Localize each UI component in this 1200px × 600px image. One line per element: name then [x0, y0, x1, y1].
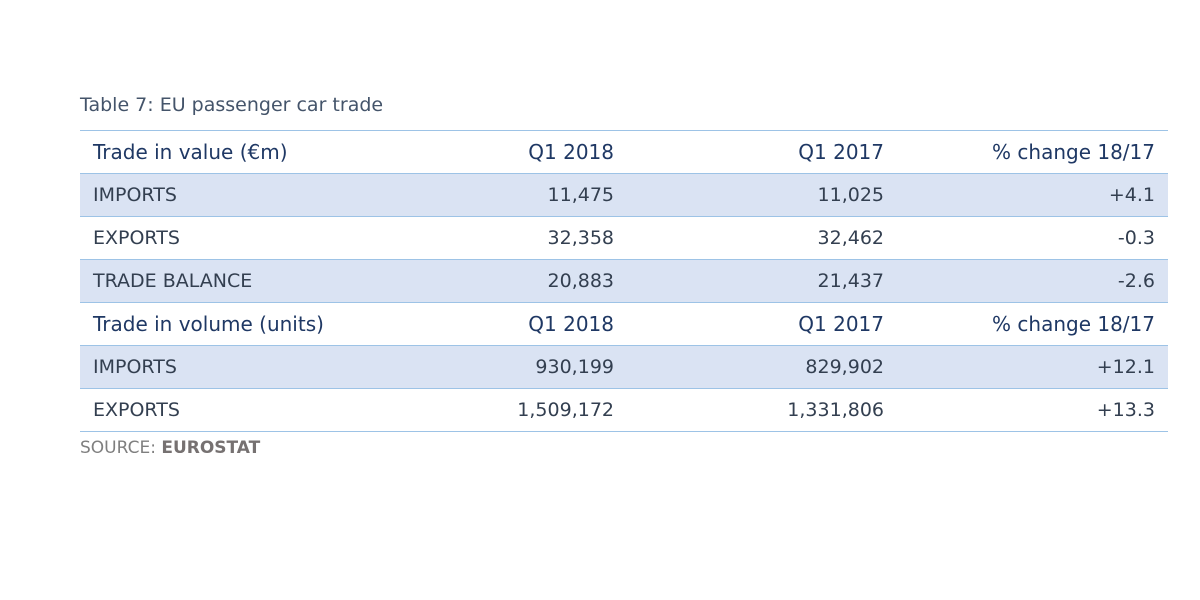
table-cell: -0.3 [1117, 227, 1155, 249]
source-name: EUROSTAT [161, 438, 261, 458]
header-cell: Trade in value (€m) [93, 140, 288, 164]
header-cell: Q1 2017 [798, 312, 884, 336]
source-label: SOURCE: [80, 438, 156, 458]
header-row: Trade in value (€m) Q1 2018 Q1 2017 % chang… [80, 131, 1168, 174]
table: Trade in value (€m) Q1 2018 Q1 2017 % chang… [80, 130, 1168, 432]
table-cell: 21,437 [817, 270, 884, 292]
header-cell: Q1 2018 [528, 312, 614, 336]
table-cell: 11,475 [547, 184, 614, 206]
table-cell: +13.3 [1096, 399, 1155, 421]
table-cell: +4.1 [1108, 184, 1155, 206]
header-cell: Q1 2018 [528, 140, 614, 164]
table-cell: 11,025 [817, 184, 884, 206]
table-row: EXPORTS 1,509,172 1,331,806 +13.3 [80, 389, 1168, 432]
table-row: IMPORTS 11,475 11,025 +4.1 [80, 174, 1168, 217]
header-cell: Trade in volume (units) [93, 312, 324, 336]
table-cell: +12.1 [1096, 356, 1155, 378]
header-cell: % change 18/17 [992, 140, 1155, 164]
header-cell: Q1 2017 [798, 140, 884, 164]
table-cell: 1,331,806 [787, 399, 884, 421]
table-cell: 20,883 [547, 270, 614, 292]
header-cell: % change 18/17 [992, 312, 1155, 336]
table-cell: 32,462 [817, 227, 884, 249]
table-cell: 1,509,172 [517, 399, 614, 421]
header-row: Trade in volume (units) Q1 2018 Q1 2017 % c… [80, 303, 1168, 346]
table-cell: IMPORTS [93, 356, 177, 378]
table-title: Table 7: EU passenger car trade [80, 94, 384, 116]
table-row: EXPORTS 32,358 32,462 -0.3 [80, 217, 1168, 260]
table-row: IMPORTS 930,199 829,902 +12.1 [80, 346, 1168, 389]
table-cell: EXPORTS [93, 227, 180, 249]
table-cell: 930,199 [535, 356, 614, 378]
table-row: TRADE BALANCE 20,883 21,437 -2.6 [80, 260, 1168, 303]
table-cell: TRADE BALANCE [93, 270, 253, 292]
source: SOURCE: EUROSTAT [80, 438, 260, 458]
table-cell: -2.6 [1117, 270, 1155, 292]
table-cell: 829,902 [805, 356, 884, 378]
table-cell: EXPORTS [93, 399, 180, 421]
table-cell: IMPORTS [93, 184, 177, 206]
table-cell: 32,358 [547, 227, 614, 249]
